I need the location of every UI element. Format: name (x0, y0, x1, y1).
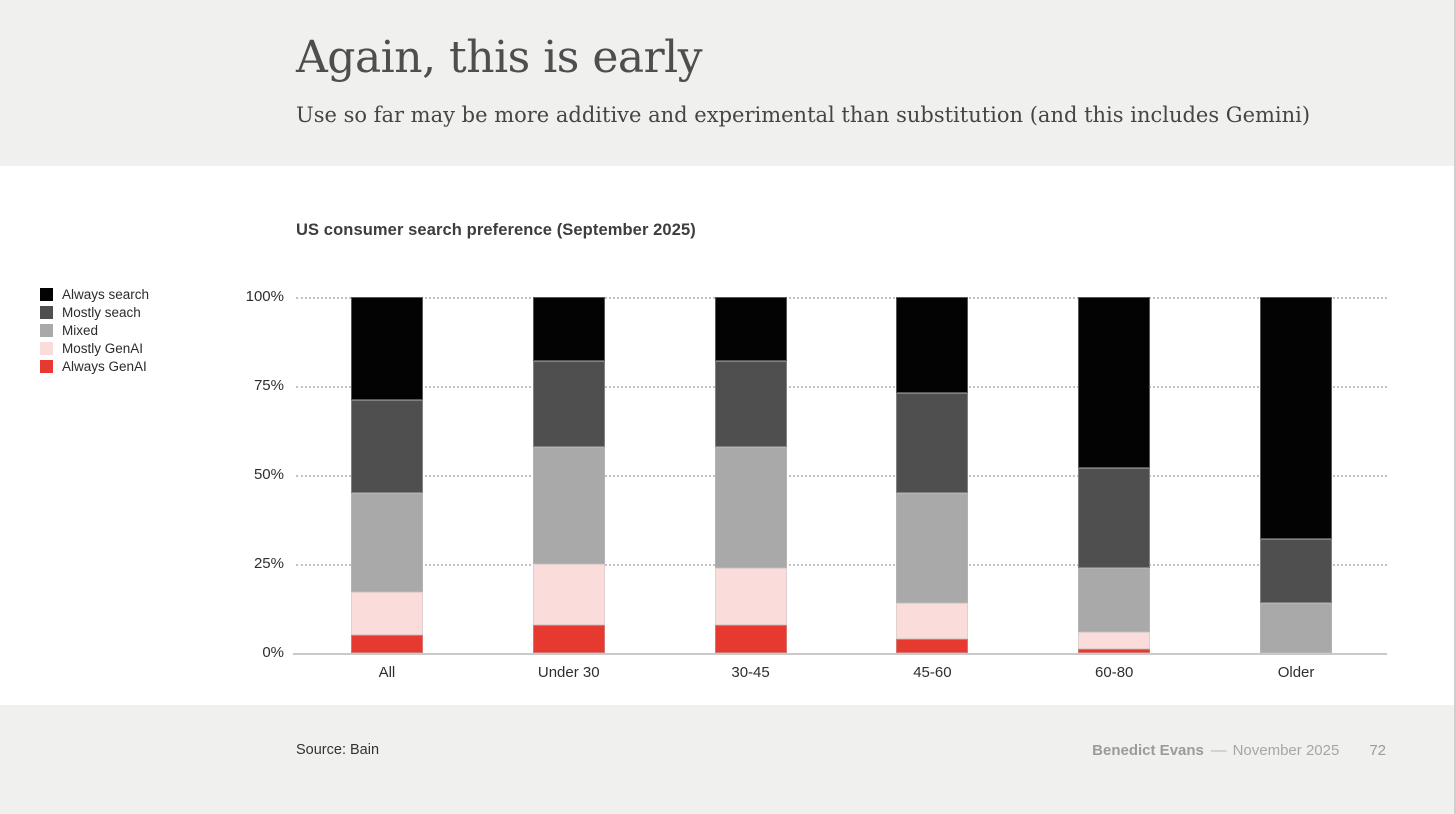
gridline-75 (296, 386, 1387, 388)
footer-dash: –– (1210, 742, 1227, 759)
legend-item-always-genai: Always GenAI (40, 358, 149, 374)
legend-label: Mixed (62, 322, 99, 338)
bar-segment-always-search (350, 297, 423, 401)
legend-item-mixed: Mixed (40, 322, 149, 338)
bar-segment-always-search (1078, 297, 1151, 468)
bar-segment-mixed (1078, 567, 1151, 632)
y-tick-label: 25% (253, 555, 284, 572)
bar-segment-always-genai (714, 624, 787, 653)
bar-segment-mixed (1260, 603, 1333, 653)
bar-group-under-30: Under 30 (532, 297, 605, 681)
legend-swatch-icon (40, 359, 53, 373)
bar-group-older: Older (1260, 297, 1333, 681)
footer-credit: Benedict Evans –– November 2025 72 (1092, 742, 1386, 759)
bar-segment-mostly-seach (532, 361, 605, 447)
legend-item-always-search: Always search (40, 286, 150, 302)
x-axis-label: All (378, 664, 396, 681)
footer-date: November 2025 (1232, 742, 1340, 759)
bar-segment-mostly-genai (896, 603, 969, 639)
legend-swatch-icon (40, 341, 53, 355)
y-tick-label: 50% (253, 466, 284, 483)
legend-swatch-icon (40, 287, 53, 301)
legend-swatch-icon (40, 323, 53, 337)
slide-header: Again, this is early Use so far may be m… (0, 0, 1454, 166)
y-tick-label: 0% (262, 644, 284, 661)
legend-swatch-icon (40, 305, 53, 319)
bar-segment-always-genai (1078, 649, 1151, 653)
legend-label: Mostly GenAI (62, 340, 144, 356)
bar-segment-mixed (350, 492, 423, 593)
x-axis-label: Under 30 (537, 664, 600, 681)
legend-item-mostly-seach: Mostly seach (40, 304, 149, 320)
bar-segment-always-genai (532, 624, 605, 653)
bar-segment-always-search (896, 297, 969, 394)
gridline-50 (296, 475, 1387, 477)
bars-container: All Under 30 30-45 45-60 60-80 Older (296, 297, 1387, 681)
bar-group-all: All (350, 297, 423, 681)
page-number: 72 (1369, 742, 1386, 759)
legend-item-mostly-genai: Mostly GenAI (40, 340, 149, 356)
bar-segment-mostly-seach (896, 393, 969, 493)
x-axis-label: 30-45 (731, 664, 770, 681)
legend-label: Mostly seach (62, 304, 141, 320)
bar-segment-mostly-seach (350, 400, 423, 493)
author-name: Benedict Evans (1092, 742, 1204, 759)
y-tick-label: 100% (245, 288, 284, 305)
chart-region: US consumer search preference (September… (0, 166, 1454, 705)
x-axis-label: 45-60 (913, 664, 952, 681)
bar-group-60-80: 60-80 (1078, 297, 1151, 681)
bar-segment-mixed (714, 446, 787, 568)
bar-segment-mostly-genai (532, 564, 605, 625)
x-axis-line (293, 653, 1387, 655)
chart-legend: Always search Mostly seach Mixed Mostly Gen… (40, 287, 149, 377)
slide-footer: Source: Bain Benedict Evans –– November 20… (0, 705, 1454, 814)
bar-segment-always-search (714, 297, 787, 362)
plot-area: 100% 75% 50% 25% 0% All Under 30 30-45 45-60 60-8… (246, 288, 1387, 681)
source-label: Source: Bain (296, 742, 380, 758)
gridline-100 (296, 297, 1387, 299)
bar-segment-always-genai (896, 638, 969, 653)
bar-group-45-60: 45-60 (896, 297, 969, 681)
chart-title: US consumer search preference (September… (296, 221, 696, 239)
legend-label: Always search (62, 286, 150, 302)
bar-segment-always-genai (350, 635, 423, 653)
bar-segment-mixed (896, 492, 969, 604)
x-axis-label: Older (1277, 664, 1315, 681)
gridline-25 (296, 564, 1387, 566)
bar-segment-mostly-seach (1078, 467, 1151, 568)
bar-segment-mostly-genai (350, 592, 423, 636)
y-tick-label: 75% (253, 377, 284, 394)
x-axis-label: 60-80 (1095, 664, 1134, 681)
bar-segment-mostly-seach (1260, 539, 1333, 604)
slide-title: Again, this is early (296, 32, 703, 83)
slide-subtitle: Use so far may be more additive and expe… (296, 103, 1311, 127)
bar-segment-always-search (1260, 297, 1333, 540)
bar-segment-always-search (532, 297, 605, 362)
bar-segment-mostly-genai (714, 567, 787, 625)
legend-label: Always GenAI (62, 358, 147, 374)
bar-group-30-45: 30-45 (714, 297, 787, 681)
bar-segment-mostly-genai (1078, 631, 1151, 650)
bar-segment-mostly-seach (714, 361, 787, 447)
bar-segment-mixed (532, 446, 605, 565)
